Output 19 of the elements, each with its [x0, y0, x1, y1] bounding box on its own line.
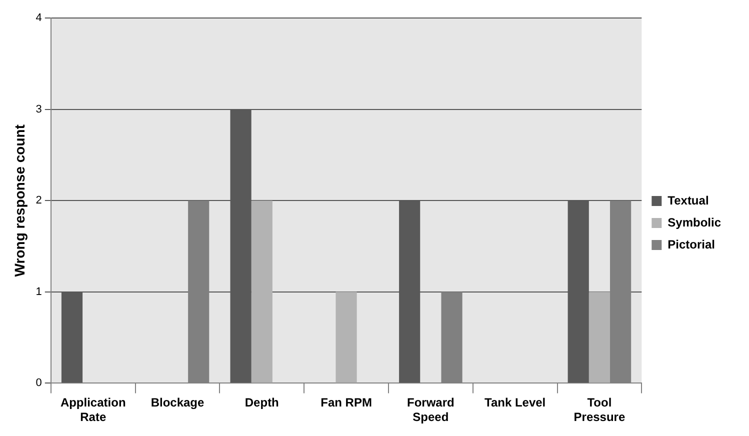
legend-label: Textual	[668, 193, 709, 208]
x-tick-label: Application Rate	[60, 396, 126, 424]
x-tick-label: Tank Level	[484, 396, 546, 410]
y-tick-label: 1	[36, 286, 42, 298]
bar	[251, 200, 272, 383]
y-tick-label: 0	[36, 377, 42, 390]
legend-label: Symbolic	[668, 215, 722, 230]
x-tick-label: Forward Speed	[407, 396, 454, 424]
bar	[588, 292, 610, 383]
legend-label: Pictorial	[668, 237, 716, 252]
x-tick-label: Depth	[244, 396, 279, 410]
bar	[336, 292, 357, 383]
x-tick-label: Tool Pressure	[574, 396, 626, 424]
x-tick-label: Fan RPM	[320, 396, 372, 410]
y-tick-label: 2	[36, 194, 42, 207]
y-tick-label: 4	[36, 12, 42, 24]
y-tick-label: 3	[36, 103, 42, 116]
x-tick-label: Blockage	[150, 396, 205, 410]
y-axis-title: Wrong response count	[11, 124, 28, 277]
